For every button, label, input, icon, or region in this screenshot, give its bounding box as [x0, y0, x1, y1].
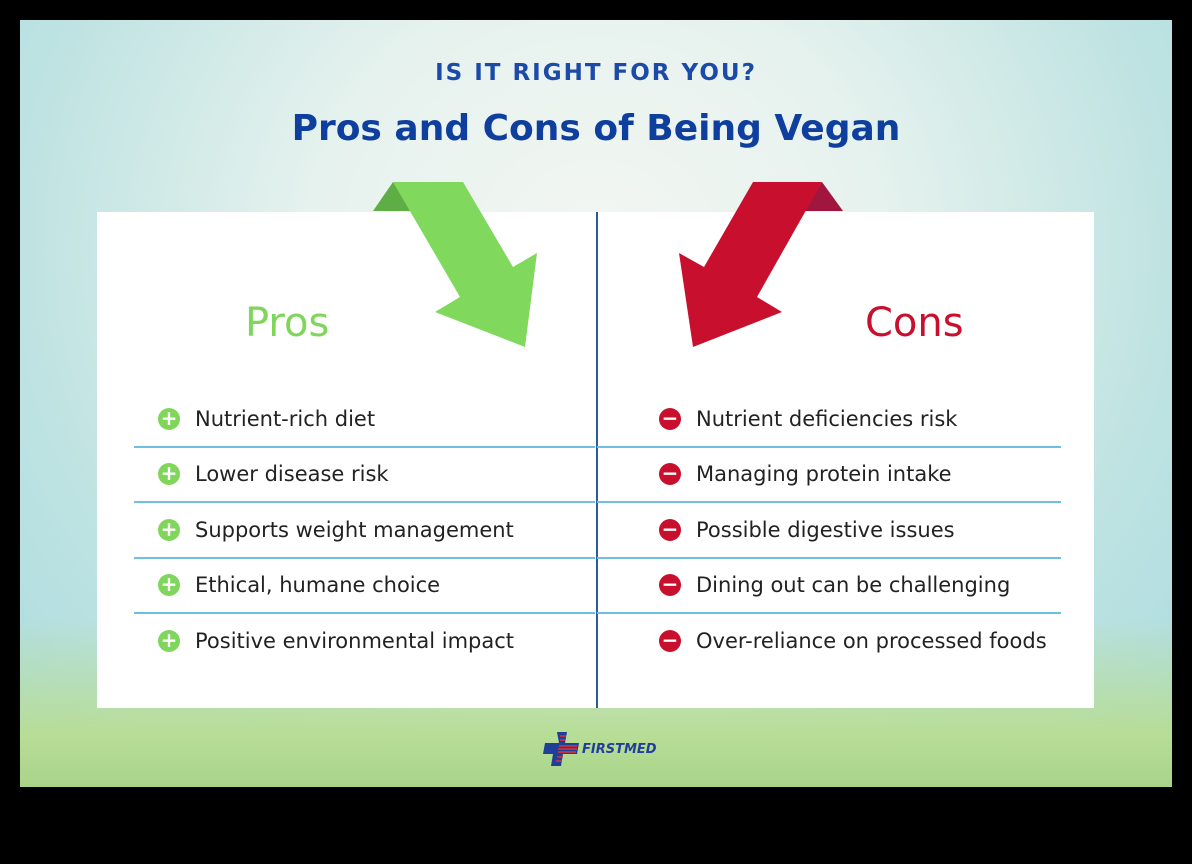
item-label: Supports weight management — [195, 517, 514, 542]
pros-heading: Pros — [245, 300, 330, 346]
plus-circle-icon: + — [158, 574, 180, 597]
minus-circle-icon: − — [659, 518, 681, 541]
item-label: Over-reliance on processed foods — [696, 628, 1047, 653]
item-label: Lower disease risk — [195, 462, 389, 487]
pros-list: + Nutrient-rich diet + Lower disease risk … — [134, 392, 595, 668]
green-arrow-icon — [373, 182, 537, 347]
minus-circle-icon: − — [659, 407, 681, 430]
firstmed-logo: FIRSTMED — [543, 732, 657, 766]
plus-circle-icon: + — [158, 629, 180, 652]
item-label: Possible digestive issues — [696, 517, 955, 542]
cons-heading: Cons — [865, 300, 964, 346]
red-arrow-icon — [679, 182, 843, 347]
list-item: − Over-reliance on processed foods — [597, 614, 1061, 668]
minus-circle-icon: − — [659, 574, 681, 597]
comparison-card — [97, 212, 1094, 708]
item-label: Ethical, humane choice — [195, 573, 441, 598]
list-item: + Nutrient-rich diet — [134, 392, 595, 448]
logo-text: FIRSTMED — [582, 741, 657, 757]
list-item: + Lower disease risk — [134, 448, 595, 503]
minus-circle-icon: − — [659, 629, 681, 652]
list-item: + Supports weight management — [134, 503, 595, 559]
plus-circle-icon: + — [158, 407, 180, 430]
item-label: Dining out can be challenging — [696, 573, 1011, 598]
list-item: − Nutrient deficiencies risk — [597, 392, 1061, 448]
list-item: − Possible digestive issues — [597, 503, 1061, 559]
item-label: Managing protein intake — [696, 462, 952, 487]
list-item: − Managing protein intake — [597, 448, 1061, 503]
list-item: + Positive environmental impact — [134, 614, 595, 668]
item-label: Nutrient deficiencies risk — [696, 406, 958, 431]
item-label: Nutrient-rich diet — [195, 406, 376, 431]
divider — [596, 212, 598, 708]
list-item: − Dining out can be challenging — [597, 559, 1061, 614]
kicker: IS IT RIGHT FOR YOU? — [435, 60, 757, 86]
minus-circle-icon: − — [659, 463, 681, 486]
item-label: Positive environmental impact — [195, 628, 515, 653]
list-item: + Ethical, humane choice — [134, 559, 595, 614]
medical-cross-icon — [543, 732, 579, 766]
cons-list: − Nutrient deficiencies risk − Managing pr… — [597, 392, 1061, 668]
plus-circle-icon: + — [158, 463, 180, 486]
plus-circle-icon: + — [158, 518, 180, 541]
page-title: Pros and Cons of Being Vegan — [291, 108, 901, 149]
